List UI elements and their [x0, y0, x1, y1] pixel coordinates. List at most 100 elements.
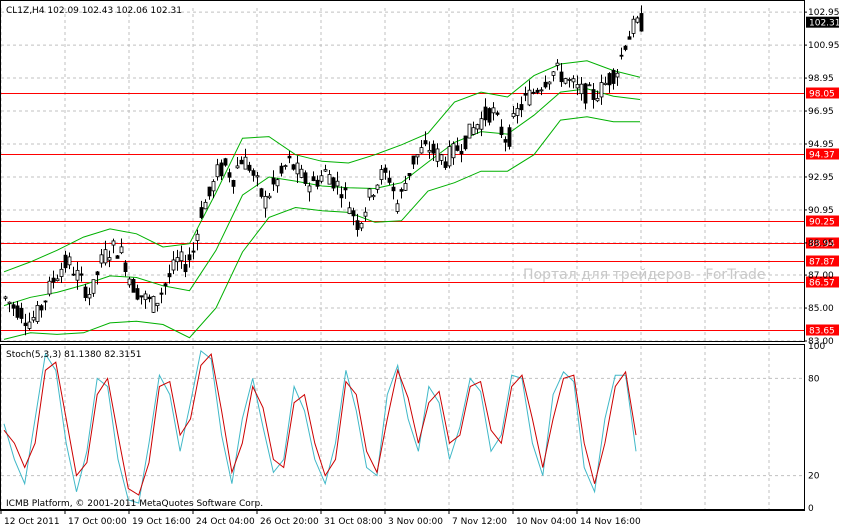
candle-body	[275, 179, 280, 187]
candle-body	[187, 254, 192, 261]
candle-body	[379, 169, 384, 180]
candle-body	[147, 296, 152, 300]
level-label-bg	[806, 87, 839, 99]
candle-body	[331, 177, 336, 189]
candle-body	[611, 69, 616, 84]
candle-body	[319, 175, 324, 182]
candle-body	[423, 140, 428, 145]
candle-body	[603, 82, 608, 85]
time-tick-label: 14 Nov 16:00	[580, 517, 641, 527]
candle-body	[59, 268, 64, 277]
candle-body	[567, 78, 572, 81]
symbol-header: CL1Z,H4 102.09 102.43 102.06 102.31	[6, 6, 182, 16]
candle-body	[583, 83, 588, 104]
candle-body	[11, 304, 16, 309]
candle-body	[311, 176, 316, 182]
candle-body	[27, 321, 32, 329]
price-tick-label: 94.95	[808, 140, 834, 150]
candle-body	[231, 180, 236, 187]
candle-body	[515, 107, 520, 116]
candle-body	[191, 250, 196, 253]
candle-body	[335, 180, 340, 187]
candle-body	[511, 113, 516, 118]
candle-body	[91, 279, 96, 294]
level-label: 87.87	[809, 258, 835, 268]
candle-body	[175, 257, 180, 263]
candle-body	[151, 296, 156, 313]
level-label-bg	[806, 255, 839, 267]
candle-body	[271, 177, 276, 185]
candle-body	[163, 283, 168, 287]
candle-body	[115, 255, 120, 259]
candle-body	[563, 78, 568, 84]
candle-body	[443, 161, 448, 168]
price-tick-label: 87.00	[808, 271, 834, 281]
level-label-bg	[806, 276, 839, 288]
candle-body	[503, 139, 508, 143]
candle-body	[615, 72, 620, 78]
candle-body	[547, 81, 552, 85]
axis-labels: 102.95 100.95 98.95 96.95 94.95 92.95 90.95 88.…	[0, 8, 841, 527]
stoch-tick-label: 0	[808, 504, 814, 514]
candle-body	[527, 89, 532, 106]
stoch-tick-label: 100	[808, 342, 825, 352]
candlesticks	[3, 5, 644, 336]
stoch-tick-label: 20	[808, 472, 820, 482]
candle-body	[99, 254, 104, 264]
price-tick-label: 83.00	[808, 337, 834, 347]
price-tick-label: 100.95	[808, 41, 840, 51]
stoch-tick-label: 80	[808, 374, 820, 384]
candle-body	[475, 124, 480, 130]
candle-body	[459, 150, 464, 155]
level-label: 98.05	[809, 90, 835, 100]
time-tick-label: 26 Oct 20:00	[260, 517, 319, 527]
candle-body	[483, 106, 488, 121]
candle-body	[251, 170, 256, 176]
candle-body	[67, 256, 72, 266]
copyright: ICMB Platform, © 2001-2011 MetaQuotes So…	[6, 499, 263, 509]
horizontal-levels[interactable]: 98.05 94.37 90.25 88.94 87.87 86.57 83.65	[1, 87, 839, 337]
candle-body	[399, 189, 404, 192]
candle-body	[347, 207, 352, 214]
price-tick-label: 90.95	[808, 206, 834, 216]
bollinger-lower	[3, 116, 640, 340]
candle-body	[223, 158, 228, 166]
candle-body	[619, 54, 624, 57]
candle-body	[395, 203, 400, 212]
indicator-title: Stoch(5,3,3) 81.1380 82.3151	[6, 350, 141, 360]
candle-body	[211, 181, 216, 192]
bollinger-middle	[3, 88, 641, 307]
candle-body	[287, 155, 292, 159]
candle-body	[623, 45, 628, 50]
candle-body	[255, 175, 260, 178]
candle-body	[219, 162, 224, 177]
candle-body	[303, 172, 308, 184]
candle-body	[75, 269, 80, 281]
candle-body	[199, 207, 204, 218]
candle-body	[487, 108, 492, 123]
candle-body	[367, 188, 372, 198]
candle-body	[183, 264, 188, 273]
time-tick-label: 3 Nov 00:00	[388, 517, 443, 527]
candle-body	[559, 71, 564, 83]
candle-body	[107, 257, 112, 261]
time-tick-label: 7 Nov 12:00	[452, 517, 507, 527]
candle-body	[63, 254, 68, 269]
candle-body	[555, 62, 560, 66]
candle-body	[71, 273, 76, 276]
candle-body	[343, 187, 348, 191]
candle-body	[31, 317, 36, 321]
candle-body	[291, 164, 296, 170]
candle-body	[263, 196, 268, 209]
candle-body	[607, 73, 612, 86]
candle-body	[103, 249, 108, 264]
price-tick-label: 92.95	[808, 173, 834, 183]
candle-body	[7, 301, 12, 304]
candle-body	[143, 293, 148, 301]
candle-body	[551, 71, 556, 76]
candle-body	[371, 195, 376, 198]
candle-body	[543, 81, 548, 88]
candle-body	[247, 164, 252, 171]
